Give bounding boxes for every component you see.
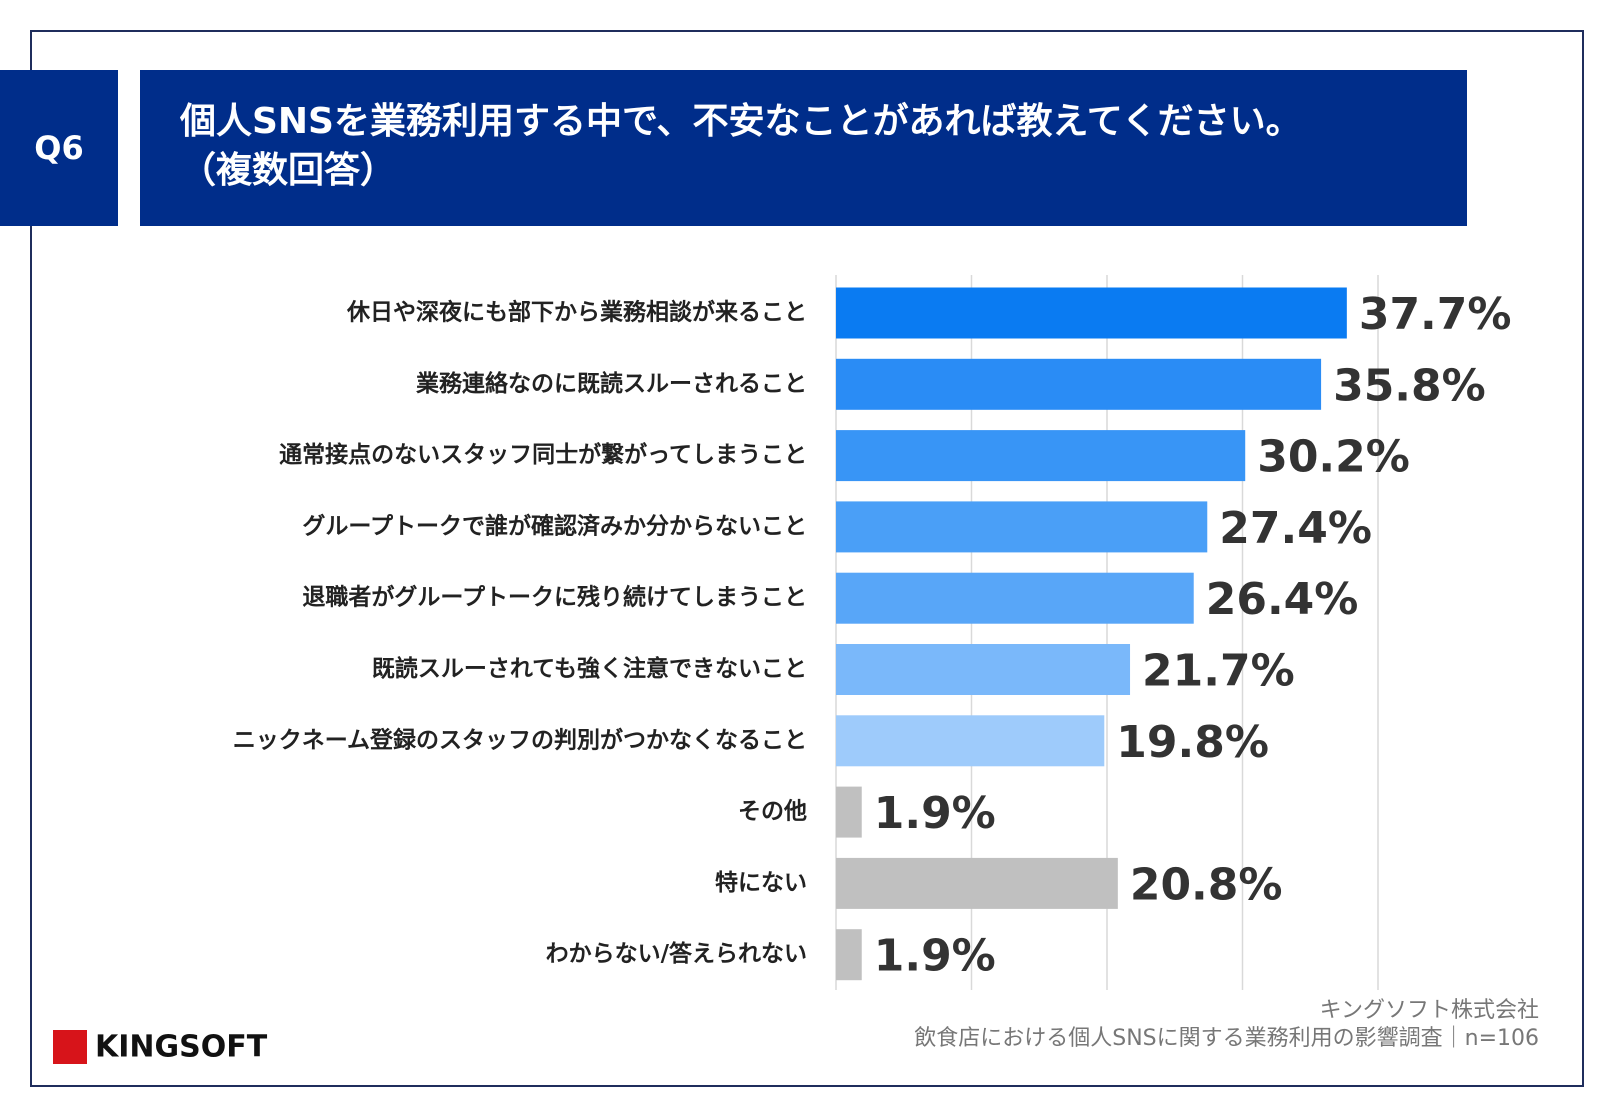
y-tick-label: その他	[738, 799, 807, 825]
value-label: 27.4%	[1219, 503, 1372, 554]
y-tick-label: 業務連絡なのに既読スルーされること	[415, 370, 807, 397]
value-label: 35.8%	[1333, 360, 1486, 411]
source-line: 飲食店における個人SNSに関する業務利用の影響調査｜n=106	[914, 1026, 1539, 1051]
value-label: 30.2%	[1257, 432, 1410, 483]
value-label: 37.7%	[1359, 289, 1512, 340]
y-tick-label: 特にない	[715, 870, 807, 896]
y-tick-label: グループトークで誰が確認済みか分からないこと	[302, 512, 807, 539]
y-tick-label: 既読スルーされても強く注意できないこと	[372, 655, 807, 682]
bar	[836, 644, 1131, 695]
bar	[836, 572, 1194, 624]
bar	[836, 358, 1322, 410]
badge-box	[0, 70, 118, 226]
y-tick-label: 退職者がグループトークに残り続けてしまうこと	[302, 584, 807, 611]
y-tick-label: わからない/答えられない	[546, 940, 807, 967]
chart-subtitle: （複数回答）	[180, 150, 396, 191]
value-label: 20.8%	[1130, 859, 1283, 910]
chart-title: 個人SNSを業務利用する中で、不安なことがあれば教えてください。	[179, 101, 1302, 142]
logo: KINGSOFT	[53, 1030, 268, 1065]
bar	[836, 287, 1347, 339]
bar	[836, 501, 1208, 553]
y-tick-label: ニックネーム登録のスタッフの判別がつかなくなること	[233, 726, 807, 753]
y-tick-label: 休日や深夜にも部下から業務相談が来ること	[346, 299, 807, 326]
source-line: キングソフト株式会社	[1320, 998, 1539, 1023]
frame	[30, 30, 1584, 1087]
value-label: 26.4%	[1206, 574, 1359, 625]
bar	[836, 857, 1118, 909]
value-label: 21.7%	[1142, 646, 1295, 697]
bar	[836, 929, 862, 981]
bar	[836, 430, 1246, 482]
value-label: 1.9%	[874, 788, 996, 839]
value-label: 1.9%	[874, 931, 996, 982]
y-tick-label: 通常接点のないスタッフ同士が繋がってしまうこと	[279, 441, 807, 468]
bar	[836, 715, 1105, 767]
badge: Q6	[34, 129, 83, 167]
value-label: 19.8%	[1116, 717, 1269, 768]
bar	[836, 786, 862, 838]
logo-text: KINGSOFT	[95, 1030, 268, 1065]
logo-mark	[53, 1030, 87, 1064]
title-box	[140, 70, 1467, 226]
